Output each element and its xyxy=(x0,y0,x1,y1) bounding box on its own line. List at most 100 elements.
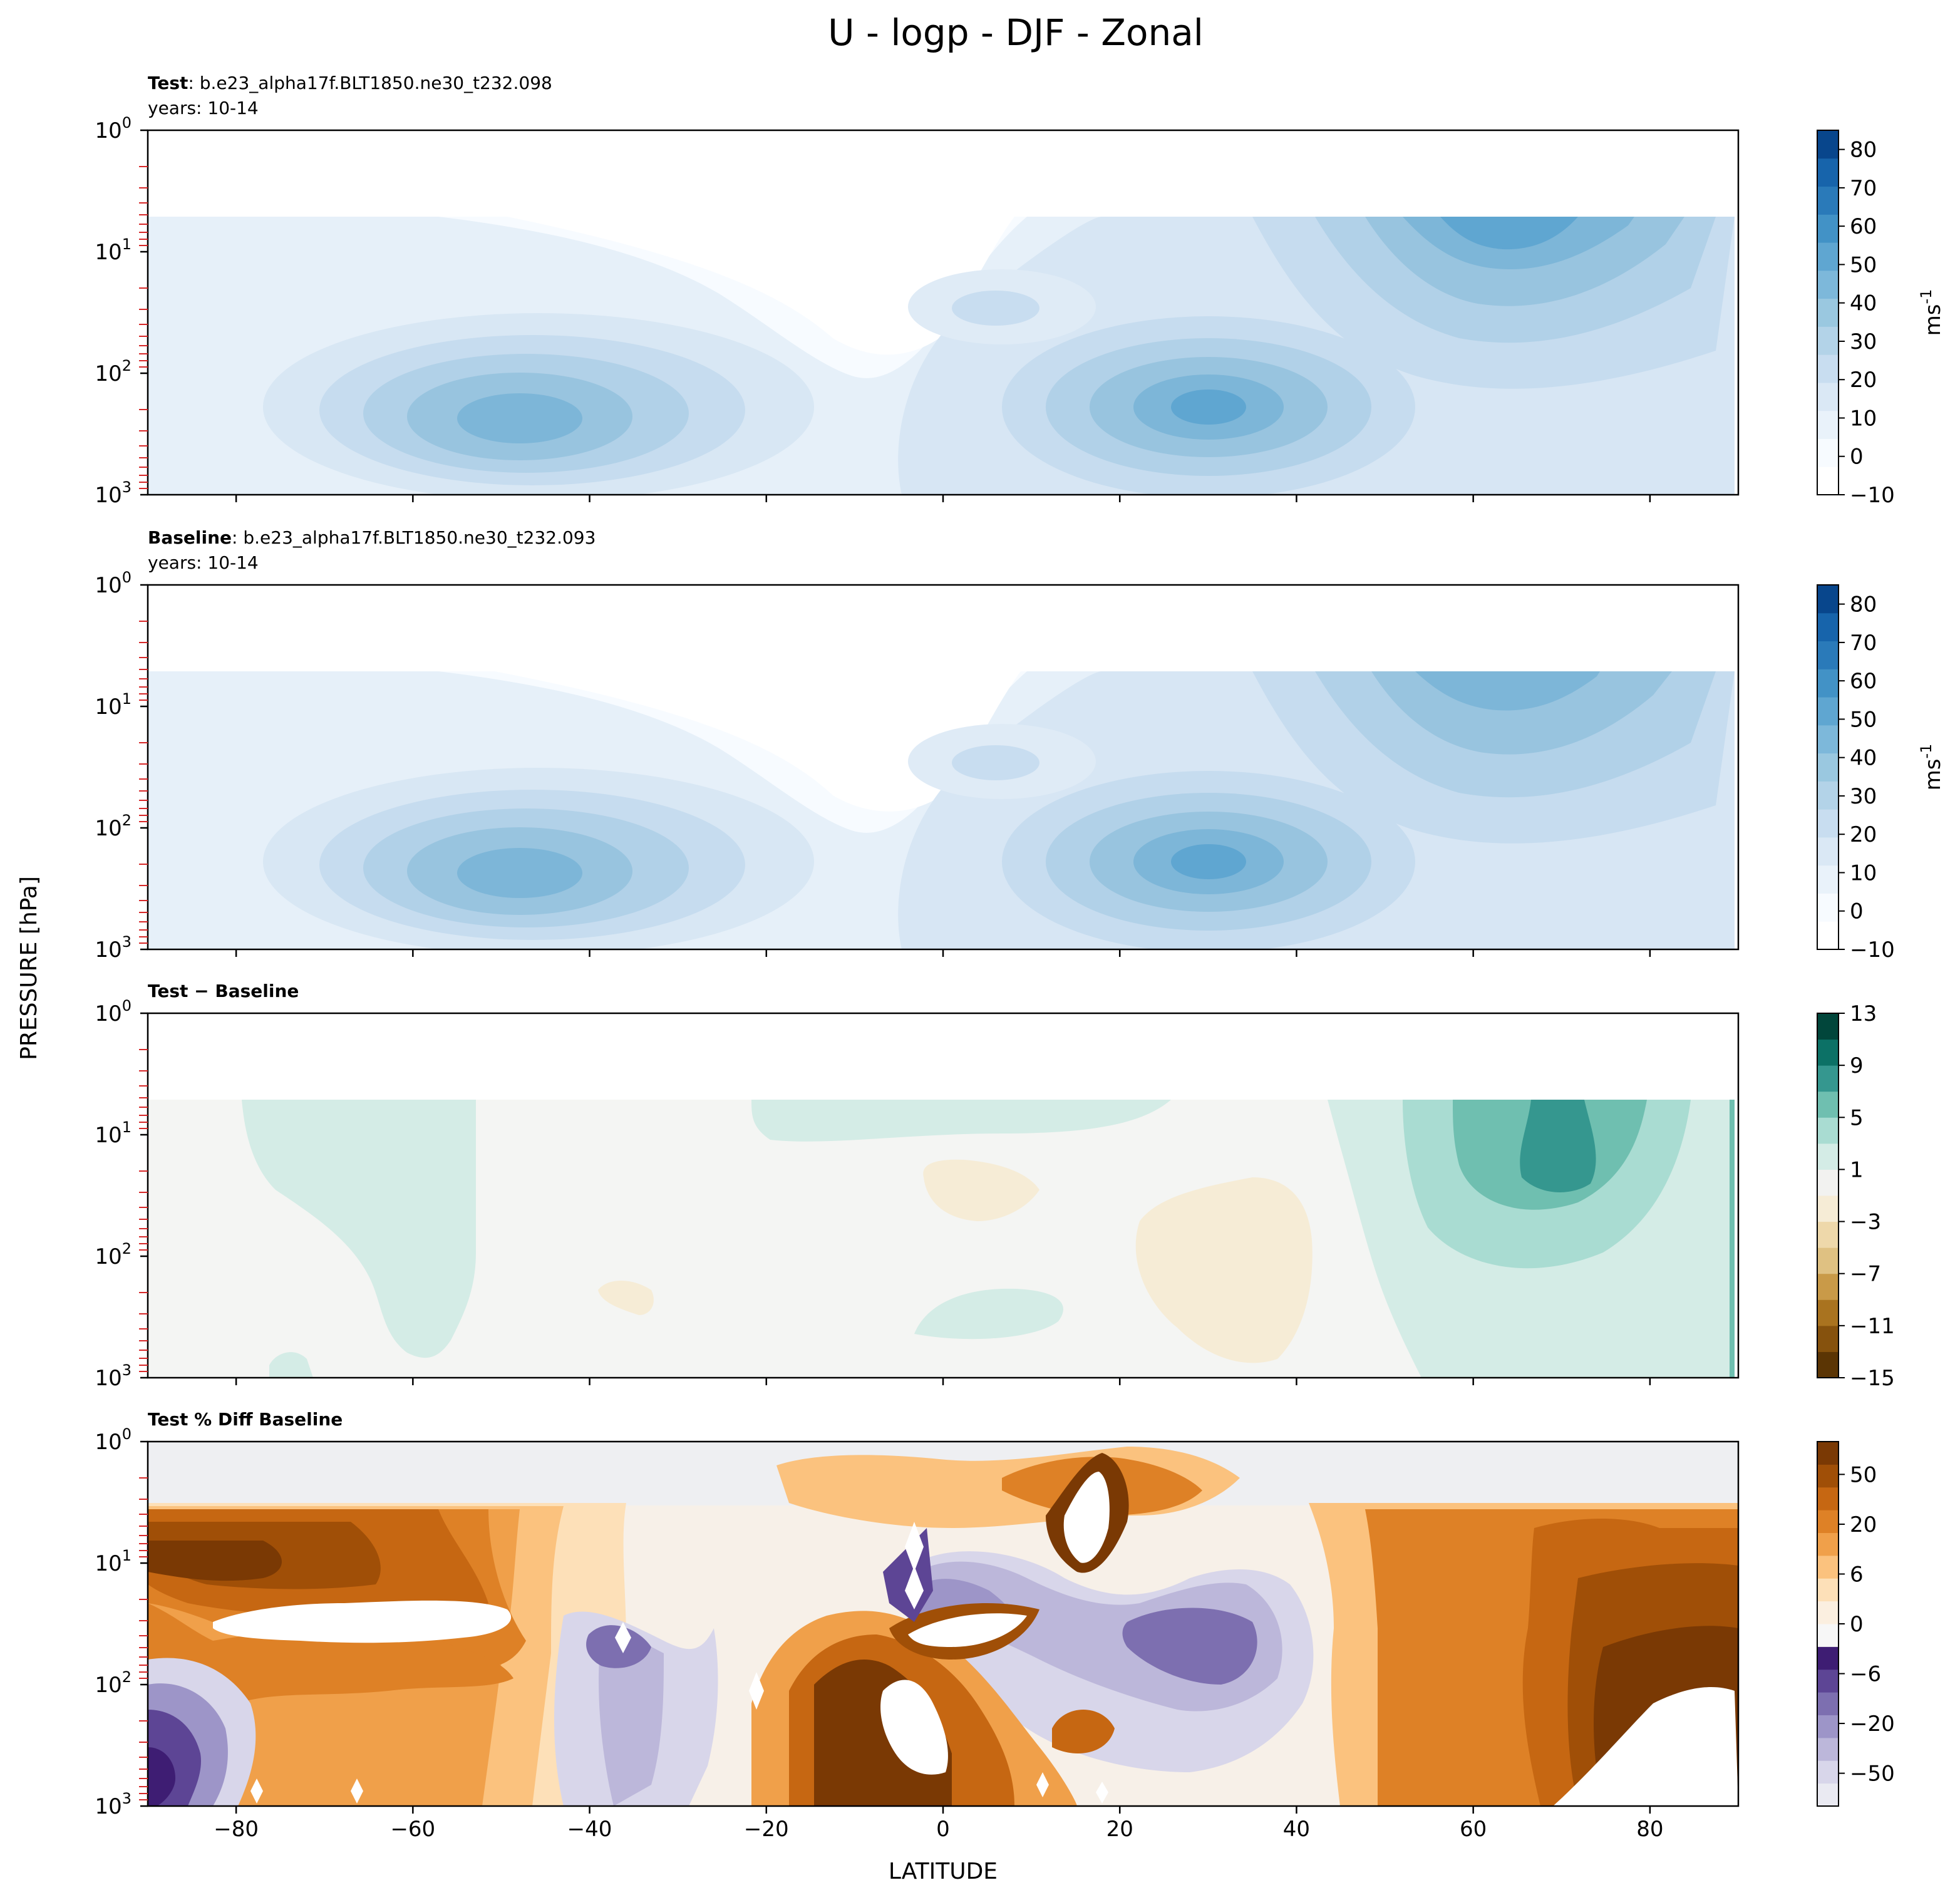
x-tick-label: −60 xyxy=(390,1817,435,1842)
pct-nodata xyxy=(615,1622,631,1653)
colorbar-tick-label: 0 xyxy=(1850,899,1864,924)
x-tick-label: −80 xyxy=(214,1817,259,1842)
colorbar-segment xyxy=(1817,1715,1839,1738)
x-tick-label: 60 xyxy=(1460,1817,1487,1842)
colorbar-segment xyxy=(1817,1169,1839,1196)
y-tick-label: 100 xyxy=(95,114,132,143)
colorbar-segment xyxy=(1817,837,1839,866)
colorbar-segment xyxy=(1817,326,1839,355)
colorbar-tick-label: 20 xyxy=(1850,1512,1877,1537)
pct-nodata xyxy=(908,1613,1027,1647)
colorbar-tick-label: 10 xyxy=(1850,860,1877,885)
pct-nodata xyxy=(749,1672,764,1710)
x-tick-label: −20 xyxy=(744,1817,789,1842)
colorbar-tick-label: 80 xyxy=(1850,138,1877,163)
colorbar-segment xyxy=(1817,1692,1839,1715)
y-axis: 100 101 102 103 xyxy=(95,569,148,963)
pct-nodata xyxy=(880,1680,948,1775)
colorbar-segment xyxy=(1817,893,1839,922)
colorbar-segment xyxy=(1817,382,1839,411)
panel-label: Test: b.e23_alpha17f.BLT1850.ne30_t232.0… xyxy=(148,73,552,93)
colorbar-frame xyxy=(1817,1013,1839,1378)
colorbar-segment xyxy=(1817,214,1839,243)
diff-contour xyxy=(751,1100,1171,1142)
colorbar-segment xyxy=(1817,1624,1839,1647)
panel-test: Test: b.e23_alpha17f.BLT1850.ne30_t232.0… xyxy=(95,73,1946,508)
x-tick-label: 0 xyxy=(936,1817,950,1842)
pct-contour xyxy=(148,1541,282,1581)
y-tick-label: 103 xyxy=(95,1361,132,1391)
colorbar-segment xyxy=(1817,186,1839,215)
colorbar-segment xyxy=(1817,1195,1839,1222)
panel-label-rest: : b.e23_alpha17f.BLT1850.ne30_t232.098 xyxy=(188,73,552,93)
x-tick-label: 20 xyxy=(1106,1817,1133,1842)
panel-label-bold: Test − Baseline xyxy=(148,981,299,1001)
colorbar-tick-label: −10 xyxy=(1850,937,1895,963)
y-tick-label: 100 xyxy=(95,569,132,598)
y-axis: 100 101 102 103 xyxy=(95,114,148,508)
y-tick-label: 100 xyxy=(95,997,132,1026)
colorbar-segment xyxy=(1817,438,1839,467)
y-tick-label: 103 xyxy=(95,1790,132,1819)
colorbar: 80 70 60 50 40 30 20 10 0 −10 ms-1 xyxy=(1817,130,1946,508)
y-tick-label: 102 xyxy=(95,812,132,841)
panel-label-bold: Test xyxy=(148,73,188,93)
colorbar-tick-label: 1 xyxy=(1850,1157,1864,1182)
colorbar-tick-label: 80 xyxy=(1850,592,1877,617)
panel-difference: Test − Baseline xyxy=(95,981,1894,1391)
colorbar-frame xyxy=(1817,584,1839,950)
x-axis xyxy=(235,495,1651,502)
colorbar: 80 70 60 50 40 30 20 10 0 −10 ms-1 xyxy=(1817,584,1946,963)
colorbar-segment xyxy=(1817,1783,1839,1807)
y-tick-label: 100 xyxy=(95,1425,132,1455)
contour-field xyxy=(148,217,1735,495)
contour-field xyxy=(148,1100,1735,1378)
diff-contour xyxy=(242,1100,476,1358)
colorbar-segment xyxy=(1817,1464,1839,1488)
wind-contour xyxy=(1171,844,1246,879)
panel-label-bold: Baseline xyxy=(148,527,232,548)
wind-contour xyxy=(1171,390,1246,425)
colorbar-tick-label: 40 xyxy=(1850,746,1877,771)
panel-label: Baseline: b.e23_alpha17f.BLT1850.ne30_t2… xyxy=(148,527,596,548)
colorbar-segment xyxy=(1817,1143,1839,1170)
colorbar-segment xyxy=(1817,1669,1839,1693)
panel-label-bold: Test % Diff Baseline xyxy=(148,1409,343,1430)
colorbar-tick-label: 70 xyxy=(1850,631,1877,656)
colorbar-tick-label: −3 xyxy=(1850,1210,1881,1235)
y-minor-ticks xyxy=(139,166,148,489)
diff-contour xyxy=(923,1159,1039,1221)
y-minor-ticks xyxy=(139,621,148,944)
y-tick-label: 101 xyxy=(95,235,132,265)
pct-contour xyxy=(148,1747,175,1806)
colorbar-label: ms-1 xyxy=(1917,289,1946,336)
colorbar-tick-label: −6 xyxy=(1850,1662,1881,1687)
colorbar-tick-label: −10 xyxy=(1850,483,1895,508)
x-axis xyxy=(235,949,1651,957)
panel-label: Test − Baseline xyxy=(148,981,299,1001)
panel-label: Test % Diff Baseline xyxy=(148,1409,343,1430)
low-wind-region xyxy=(495,671,1021,812)
colorbar-tick-label: −20 xyxy=(1850,1712,1895,1737)
colorbar-segment xyxy=(1817,1487,1839,1510)
pct-nodata xyxy=(351,1779,363,1804)
figure-title: U - logp - DJF - Zonal xyxy=(828,11,1204,54)
colorbar-segment xyxy=(1817,1039,1839,1066)
panel-subtitle: years: 10-14 xyxy=(148,98,259,118)
colorbar-segment xyxy=(1817,809,1839,838)
colorbar-segment xyxy=(1817,354,1839,383)
colorbar-segment xyxy=(1817,1760,1839,1784)
pct-contour xyxy=(599,1633,664,1806)
y-tick-label: 101 xyxy=(95,1547,132,1576)
colorbar-tick-label: 13 xyxy=(1850,1001,1877,1026)
x-tick-label: −40 xyxy=(567,1817,612,1842)
colorbar-segment xyxy=(1817,410,1839,439)
colorbar-segment xyxy=(1817,467,1839,495)
colorbar: 13 9 5 1 −3 −7 −11 −15 xyxy=(1817,1001,1895,1391)
colorbar-segment xyxy=(1817,641,1839,669)
colorbar-segment xyxy=(1817,242,1839,271)
wind-contour xyxy=(952,745,1039,780)
colorbar-tick-label: 50 xyxy=(1850,252,1877,277)
colorbar-segment xyxy=(1817,612,1839,642)
panel-subtitle: years: 10-14 xyxy=(148,552,259,573)
